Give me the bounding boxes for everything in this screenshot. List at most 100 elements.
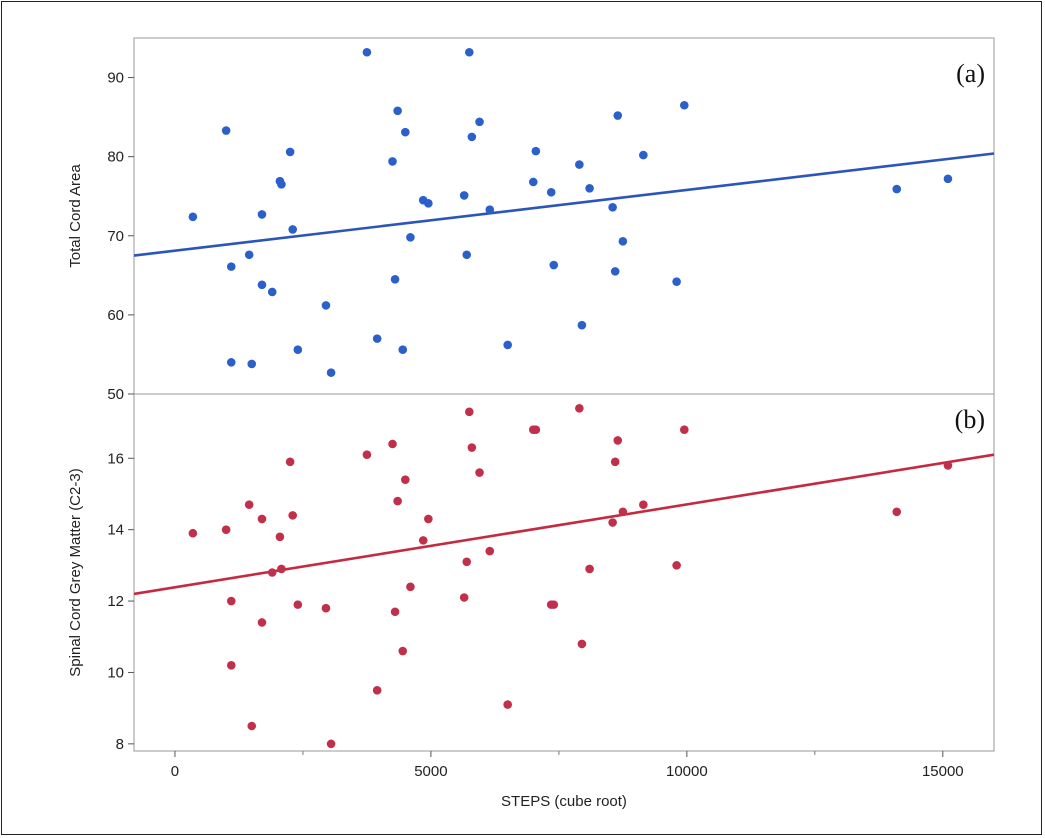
data-point <box>401 127 410 137</box>
marks-layer <box>133 47 995 749</box>
data-point <box>464 407 474 417</box>
y-tick-label: 16 <box>107 450 124 467</box>
data-point <box>679 425 689 435</box>
data-point <box>464 47 474 57</box>
x-tick-label: 10000 <box>666 763 708 780</box>
data-point <box>372 686 382 695</box>
panel-label: (a) <box>956 59 985 88</box>
data-point <box>247 721 257 731</box>
data-point <box>285 147 295 157</box>
regression-line <box>133 152 995 257</box>
data-point <box>398 646 408 656</box>
data-point <box>257 280 267 290</box>
data-point <box>485 546 495 556</box>
data-point <box>585 184 594 193</box>
data-point <box>398 345 408 354</box>
data-point <box>577 320 587 330</box>
data-point <box>672 277 681 286</box>
data-point <box>401 475 410 484</box>
data-point <box>679 100 689 110</box>
data-point <box>892 507 902 517</box>
y-tick-label: 90 <box>107 70 124 87</box>
data-point <box>424 514 433 524</box>
data-point <box>362 47 372 57</box>
data-point <box>293 600 303 609</box>
data-point <box>610 457 620 467</box>
data-point <box>639 150 648 160</box>
data-point <box>362 450 372 459</box>
panel-label: (b) <box>955 405 985 434</box>
y-tick-label: 10 <box>107 664 124 681</box>
data-point <box>577 639 587 649</box>
data-point <box>406 233 415 242</box>
data-point <box>459 191 469 200</box>
data-point <box>424 199 433 208</box>
regression-line <box>133 453 995 596</box>
data-point <box>503 700 512 709</box>
data-point <box>613 111 623 120</box>
data-point <box>608 202 617 212</box>
data-point <box>467 132 477 142</box>
data-point <box>613 436 623 445</box>
data-point <box>485 205 495 214</box>
y-tick-label: 50 <box>107 386 124 403</box>
data-point <box>390 607 400 617</box>
data-point <box>247 359 257 369</box>
data-point <box>221 126 231 135</box>
data-point <box>531 146 541 156</box>
data-point <box>503 340 512 350</box>
data-point <box>892 184 902 194</box>
data-point <box>618 237 628 246</box>
data-point <box>393 496 402 506</box>
data-point <box>388 157 397 166</box>
data-point <box>585 564 594 574</box>
data-point <box>326 739 336 749</box>
data-point <box>221 525 231 534</box>
axes-layer: 50 60 70 80 90 Total Cord Area (a) 8 10 12 14 16 0 50… <box>67 59 985 810</box>
data-point <box>608 518 617 527</box>
data-point <box>943 461 953 470</box>
y-axis-title: Total Cord Area <box>67 164 84 268</box>
data-point <box>288 225 297 234</box>
data-point <box>467 443 477 452</box>
data-point <box>244 500 254 509</box>
data-point <box>321 603 331 613</box>
data-point <box>672 561 681 570</box>
data-point <box>575 160 584 169</box>
data-point <box>943 174 953 184</box>
data-point <box>531 425 541 435</box>
data-point <box>226 596 236 606</box>
data-point <box>390 274 400 284</box>
y-axis-title: Spinal Cord Grey Matter (C2-3) <box>67 468 84 676</box>
data-point <box>285 457 295 467</box>
data-point <box>277 564 286 574</box>
data-point <box>528 177 538 187</box>
x-tick-label: 5000 <box>414 763 447 780</box>
data-point <box>475 468 484 477</box>
data-point <box>462 250 472 260</box>
data-point <box>406 582 415 592</box>
data-point <box>326 368 336 377</box>
y-tick-label: 14 <box>107 522 124 539</box>
plot-frame-top <box>133 37 995 395</box>
data-point <box>257 210 267 219</box>
data-point <box>372 334 382 343</box>
data-point <box>257 618 267 627</box>
data-point <box>188 528 198 538</box>
data-point <box>226 358 236 367</box>
data-point <box>244 250 254 260</box>
data-point <box>226 661 236 670</box>
y-tick-label: 80 <box>107 149 124 166</box>
data-point <box>462 557 472 567</box>
y-tick-label: 8 <box>116 736 124 753</box>
data-point <box>575 403 584 413</box>
data-point <box>618 507 628 517</box>
data-point <box>393 106 402 116</box>
data-point <box>549 600 559 609</box>
data-point <box>188 212 198 222</box>
y-tick-label: 60 <box>107 307 124 324</box>
data-point <box>293 345 303 354</box>
data-point <box>321 301 331 310</box>
data-point <box>418 536 428 545</box>
